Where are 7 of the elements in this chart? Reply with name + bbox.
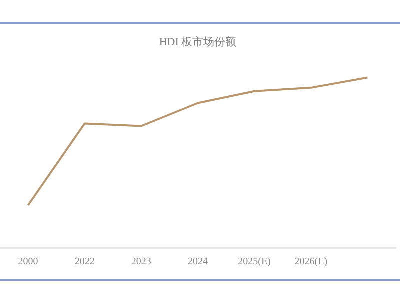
x-tick-label: 2023 [131, 256, 152, 268]
x-tick-label: 2025(E) [238, 256, 271, 268]
chart-title: HDI 板市场份额 [159, 35, 237, 48]
x-tick-label: 2022 [74, 256, 95, 268]
x-tick-label: 2026(E) [294, 256, 328, 268]
x-tick-label: 2000 [18, 256, 38, 268]
x-tick-label: 2024 [188, 256, 208, 268]
